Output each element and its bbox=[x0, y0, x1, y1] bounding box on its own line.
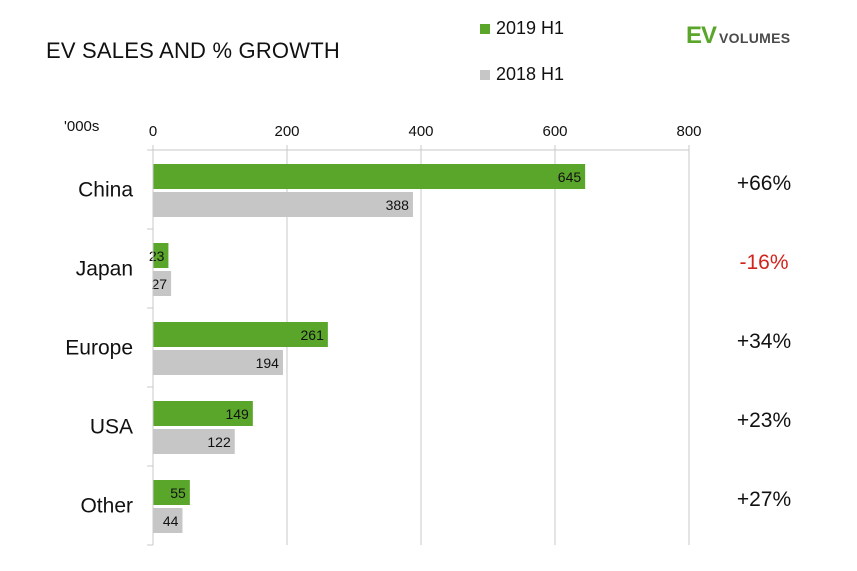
data-label: 27 bbox=[152, 276, 168, 292]
legend-item-2018: 2018 H1 bbox=[480, 64, 564, 85]
chart-title: EV SALES AND % GROWTH bbox=[46, 38, 340, 63]
bar-2019 bbox=[153, 322, 328, 347]
data-label: 23 bbox=[149, 248, 165, 264]
legend-label-2018: 2018 H1 bbox=[496, 64, 565, 84]
growth-label: +66% bbox=[737, 172, 791, 195]
logo-ev-text: EV bbox=[686, 22, 717, 49]
ev-volumes-logo: EV VOLUMES bbox=[686, 22, 790, 50]
x-tick-label: 400 bbox=[408, 123, 433, 140]
bar-2018 bbox=[153, 350, 283, 375]
data-label: 122 bbox=[207, 434, 231, 450]
data-label: 261 bbox=[301, 327, 325, 343]
growth-label: +34% bbox=[737, 330, 791, 353]
bar-2018 bbox=[153, 508, 183, 533]
legend-item-2019: 2019 H1 bbox=[480, 18, 564, 39]
category-label: USA bbox=[90, 416, 133, 439]
category-label: Other bbox=[80, 495, 133, 518]
data-label: 194 bbox=[256, 355, 280, 371]
data-label: 149 bbox=[225, 406, 249, 422]
legend-swatch-2019 bbox=[480, 23, 490, 34]
data-label: 55 bbox=[170, 485, 186, 501]
x-tick-label: 600 bbox=[542, 123, 567, 140]
data-label: 645 bbox=[558, 169, 582, 185]
category-label: Japan bbox=[76, 258, 133, 281]
category-label: Europe bbox=[65, 337, 133, 360]
category-label: China bbox=[78, 179, 133, 202]
bar-2019 bbox=[153, 401, 253, 426]
x-tick-label: 800 bbox=[676, 123, 701, 140]
legend-swatch-2018 bbox=[480, 69, 490, 80]
bar-2018 bbox=[153, 192, 413, 217]
legend-label-2019: 2019 H1 bbox=[496, 18, 565, 38]
x-tick-label: 0 bbox=[149, 123, 157, 140]
bar-2018 bbox=[153, 429, 235, 454]
bar-2019 bbox=[153, 480, 190, 505]
logo-volumes-text: VOLUMES bbox=[719, 30, 791, 46]
data-label: 44 bbox=[163, 513, 179, 529]
units-label: '000s bbox=[64, 118, 100, 135]
growth-label: -16% bbox=[739, 251, 788, 274]
bar-2019 bbox=[153, 164, 586, 189]
growth-label: +23% bbox=[737, 409, 791, 432]
growth-label: +27% bbox=[737, 488, 791, 511]
bar-2019 bbox=[153, 243, 169, 268]
bar-2018 bbox=[153, 271, 172, 296]
data-label: 388 bbox=[386, 197, 410, 213]
x-tick-label: 200 bbox=[274, 123, 299, 140]
